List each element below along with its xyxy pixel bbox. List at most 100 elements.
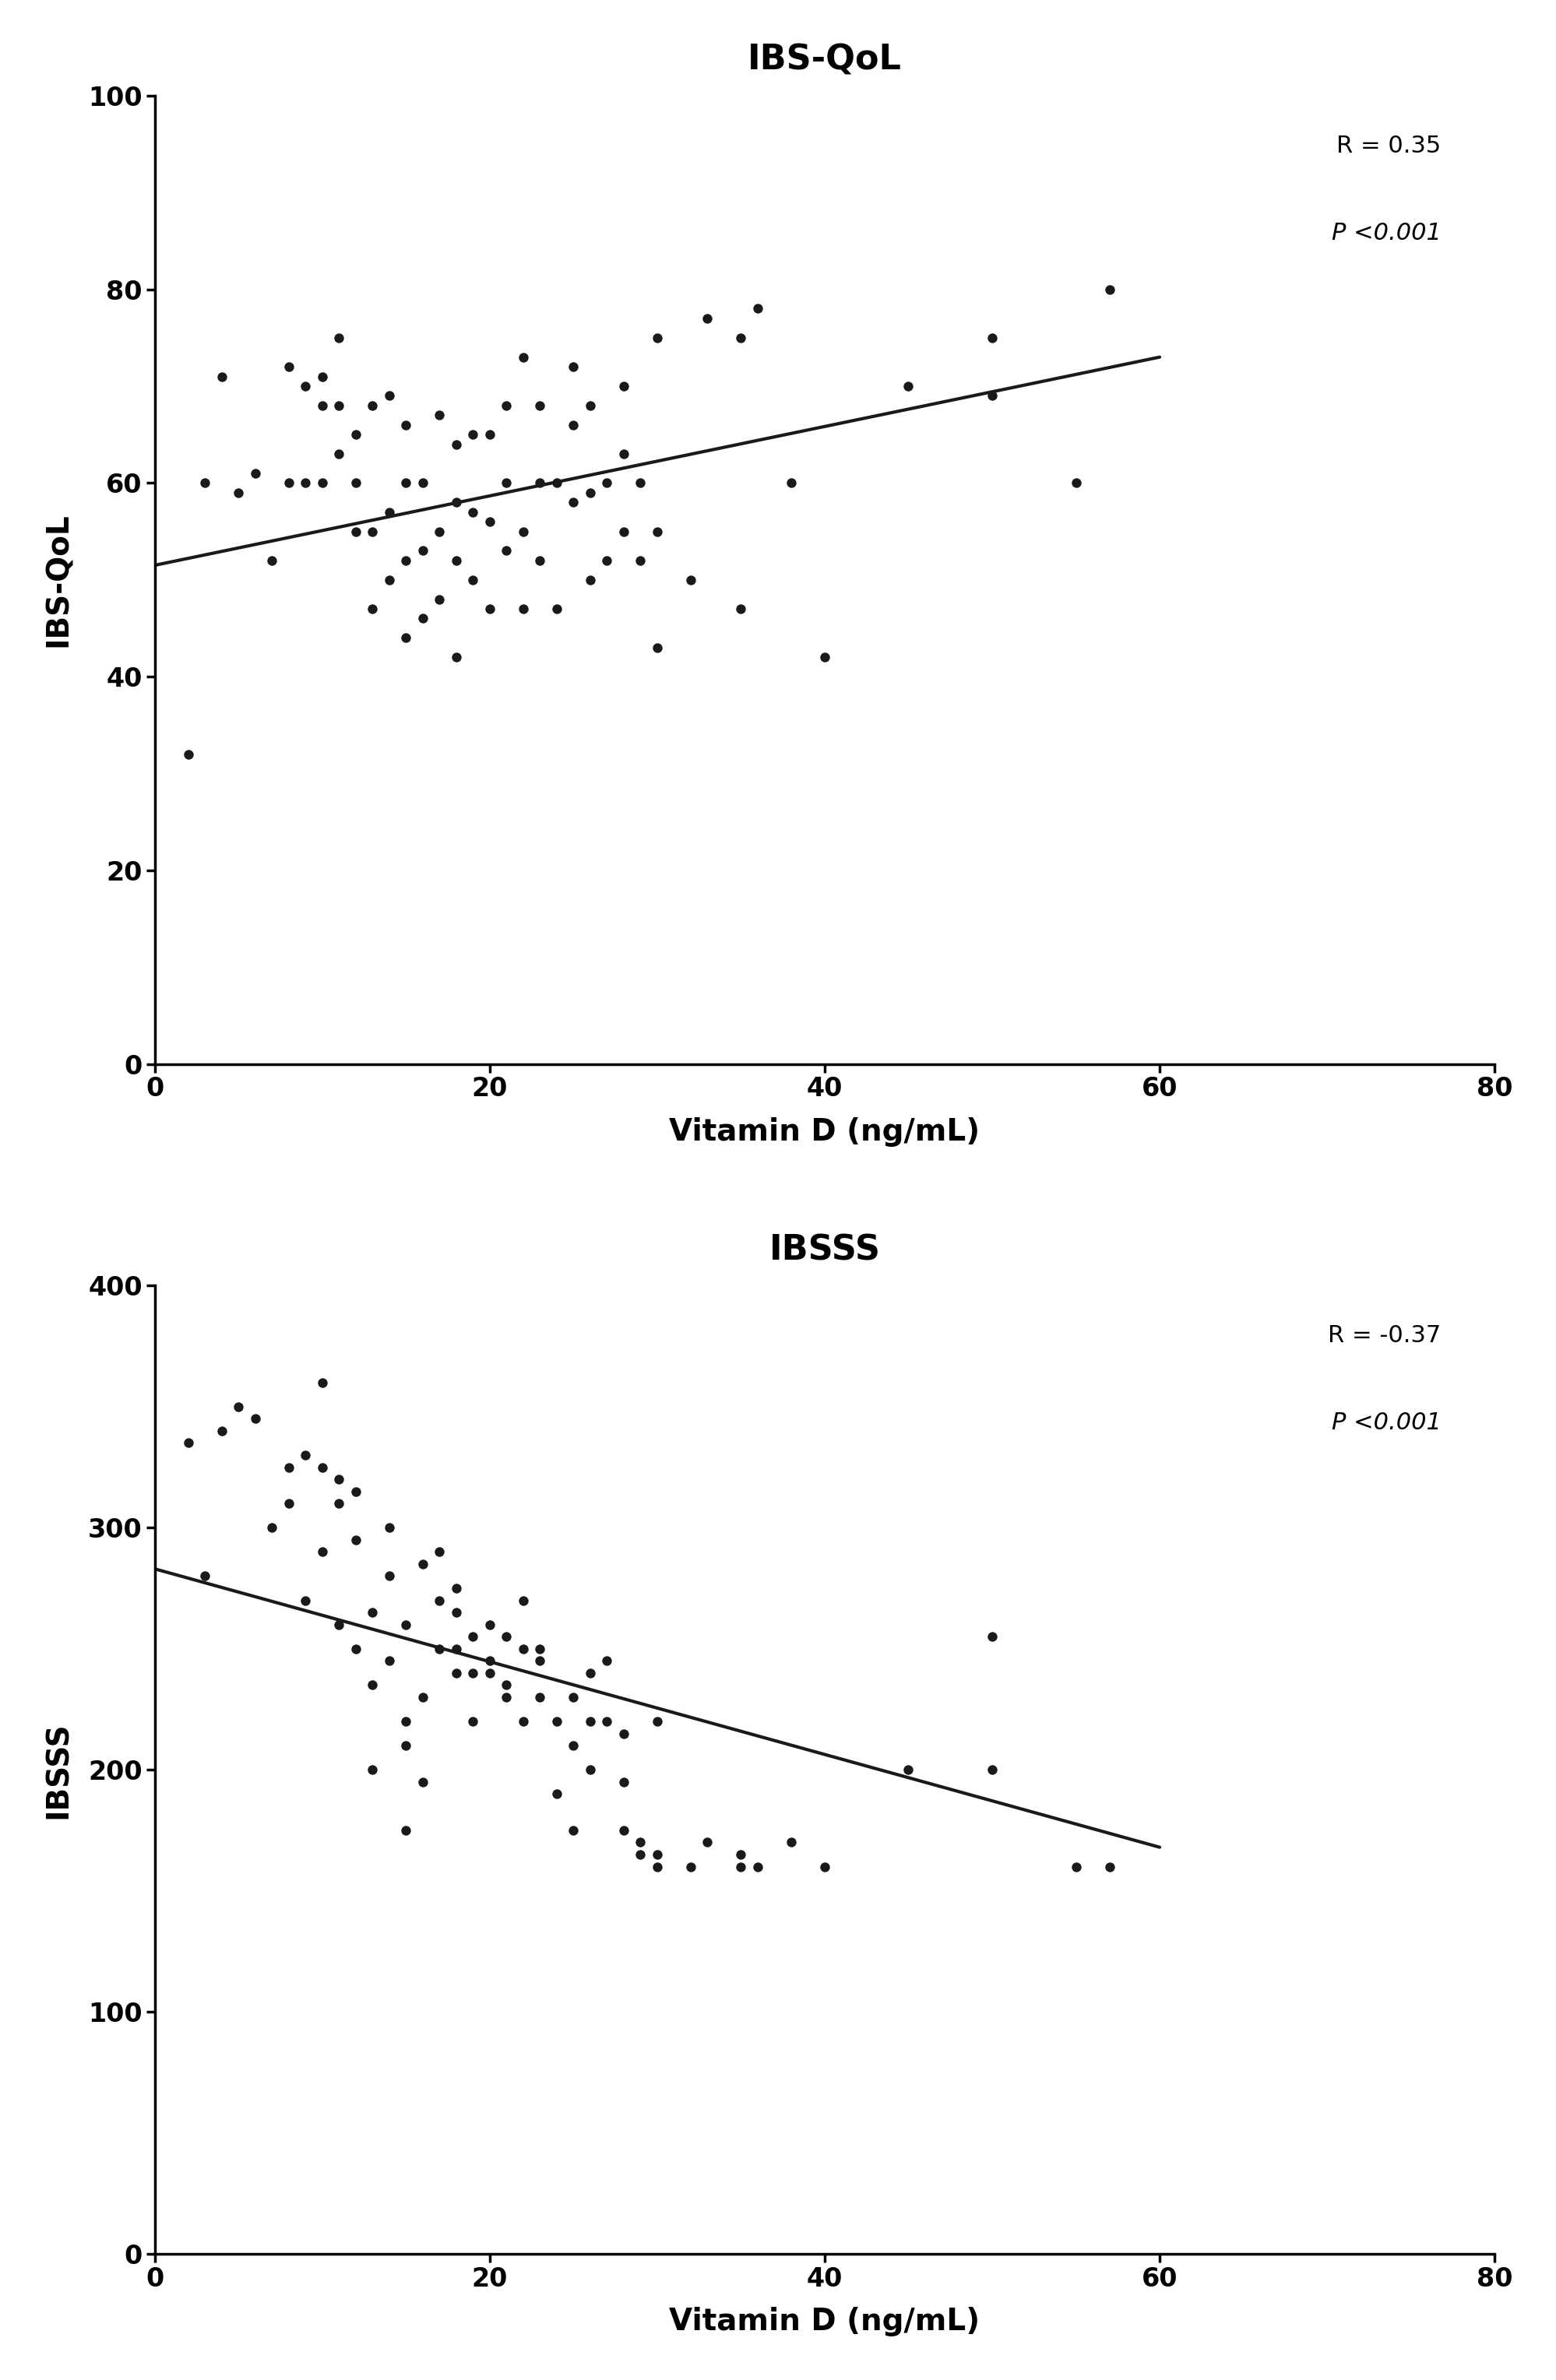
Point [293, 1435, 317, 1473]
Point [728, 1847, 753, 1885]
Point [310, 1533, 335, 1571]
Point [545, 1775, 569, 1814]
Point [1063, 1847, 1088, 1885]
Point [327, 1461, 352, 1499]
Point [478, 416, 503, 455]
Point [612, 1714, 636, 1752]
Point [510, 1580, 535, 1618]
Point [277, 464, 302, 502]
Point [644, 628, 669, 666]
Point [527, 464, 552, 502]
Point [426, 1630, 451, 1668]
Point [629, 464, 654, 502]
Y-axis label: IBSSS: IBSSS [44, 1721, 73, 1818]
Point [411, 1678, 436, 1716]
Point [577, 1702, 602, 1740]
Point [980, 319, 1005, 357]
Point [359, 386, 384, 424]
Point [426, 1533, 451, 1571]
Point [1097, 1847, 1122, 1885]
Point [562, 483, 587, 521]
Point [478, 590, 503, 628]
Point [896, 1752, 921, 1790]
Point [612, 1811, 636, 1849]
Point [527, 1630, 552, 1668]
Point [510, 512, 535, 550]
Point [443, 483, 468, 521]
Point [426, 581, 451, 619]
Point [594, 540, 619, 578]
Point [510, 1702, 535, 1740]
Point [478, 502, 503, 540]
Point [327, 1606, 352, 1645]
Point [411, 1764, 436, 1802]
Point [344, 464, 369, 502]
Point [612, 512, 636, 550]
Point [344, 512, 369, 550]
Point [243, 455, 268, 493]
Point [577, 1654, 602, 1692]
Point [562, 1725, 587, 1764]
Point [277, 1447, 302, 1485]
Point [493, 1678, 518, 1716]
Point [678, 1847, 703, 1885]
Point [644, 1702, 669, 1740]
Text: P <0.001: P <0.001 [1332, 221, 1441, 245]
Point [327, 319, 352, 357]
Point [426, 1580, 451, 1618]
Point [293, 367, 317, 405]
Point [443, 1592, 468, 1630]
Point [461, 562, 485, 600]
Point [443, 540, 468, 578]
Point [644, 319, 669, 357]
Point [980, 1618, 1005, 1656]
Point [377, 493, 401, 531]
Point [327, 1485, 352, 1523]
Point [344, 1473, 369, 1511]
X-axis label: Vitamin D (ng/mL): Vitamin D (ng/mL) [669, 2306, 980, 2337]
Point [778, 1823, 803, 1861]
Point [594, 1642, 619, 1680]
Point [1063, 464, 1088, 502]
Point [478, 1606, 503, 1645]
Point [644, 512, 669, 550]
Point [377, 1642, 401, 1680]
Point [577, 562, 602, 600]
Point [377, 1557, 401, 1595]
Point [612, 1764, 636, 1802]
Point [493, 386, 518, 424]
Point [461, 416, 485, 455]
Point [310, 357, 335, 395]
Point [644, 1847, 669, 1885]
Point [461, 1618, 485, 1656]
Point [344, 416, 369, 455]
Point [426, 512, 451, 550]
Point [629, 1823, 654, 1861]
Point [527, 1678, 552, 1716]
Point [359, 590, 384, 628]
Point [745, 1847, 770, 1885]
Point [812, 1847, 837, 1885]
Point [193, 464, 218, 502]
Point [176, 735, 201, 774]
Point [394, 1811, 419, 1849]
Point [443, 426, 468, 464]
Point [980, 376, 1005, 414]
Point [644, 1835, 669, 1873]
Point [394, 619, 419, 657]
Title: IBSSS: IBSSS [769, 1233, 881, 1266]
Point [310, 386, 335, 424]
Point [562, 407, 587, 445]
Point [193, 1557, 218, 1595]
Text: R = 0.35: R = 0.35 [1337, 133, 1441, 157]
Point [728, 590, 753, 628]
Point [696, 300, 720, 338]
Point [812, 638, 837, 676]
Point [377, 562, 401, 600]
Point [629, 1835, 654, 1873]
Point [562, 1811, 587, 1849]
Point [394, 407, 419, 445]
Point [527, 386, 552, 424]
Point [493, 531, 518, 569]
Point [443, 1630, 468, 1668]
